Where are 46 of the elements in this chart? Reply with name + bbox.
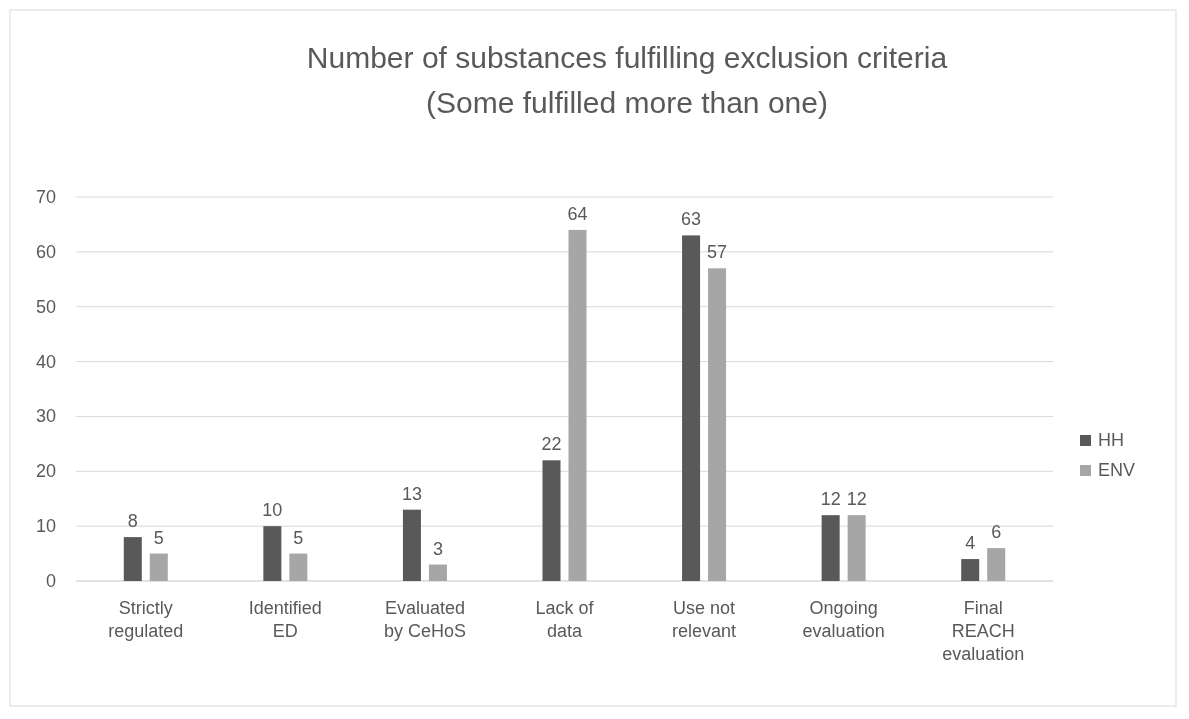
bar bbox=[542, 460, 561, 581]
y-tick-label: 70 bbox=[35, 187, 56, 207]
bar bbox=[568, 229, 587, 581]
chart-title: Number of substances fulfilling exclusion criteria (Some fulfilled more than one) bbox=[306, 41, 948, 119]
x-tick-label: Strictly regulated bbox=[108, 598, 184, 641]
bar bbox=[402, 509, 421, 581]
data-label: 12 bbox=[820, 489, 841, 510]
data-label: 57 bbox=[707, 242, 728, 263]
bar bbox=[821, 515, 840, 581]
x-tick-label: Identified ED bbox=[248, 598, 322, 641]
y-tick-label: 20 bbox=[35, 461, 56, 482]
data-label: 8 bbox=[127, 511, 138, 532]
bar bbox=[428, 564, 447, 581]
x-tick-label: Evaluated by CeHoS bbox=[383, 598, 466, 641]
bar bbox=[123, 537, 142, 581]
legend-label: HH bbox=[1098, 430, 1124, 450]
data-label: 63 bbox=[681, 209, 702, 230]
data-label: 5 bbox=[293, 527, 304, 548]
data-label: 12 bbox=[846, 489, 867, 510]
bar bbox=[961, 559, 980, 581]
y-tick-label: 60 bbox=[35, 241, 56, 262]
bar bbox=[149, 553, 168, 581]
x-tick-label: Use not relevant bbox=[672, 598, 737, 641]
y-tick-label: 10 bbox=[35, 516, 56, 537]
data-label: 3 bbox=[432, 538, 443, 559]
bar bbox=[263, 526, 282, 581]
bar bbox=[847, 515, 866, 581]
bar bbox=[987, 548, 1006, 581]
y-tick-label: 40 bbox=[35, 351, 56, 372]
y-tick-label: 50 bbox=[35, 296, 56, 317]
bar bbox=[682, 235, 701, 581]
bar bbox=[708, 268, 727, 581]
y-tick-label: 30 bbox=[35, 406, 56, 427]
data-label: 64 bbox=[567, 203, 588, 224]
x-tick-label: Final REACH evaluation bbox=[942, 598, 1025, 664]
x-tick-label: Lack of data bbox=[535, 598, 595, 641]
bar bbox=[289, 553, 308, 581]
data-label: 5 bbox=[153, 527, 164, 548]
y-tick-label: 0 bbox=[45, 571, 56, 591]
data-label: 10 bbox=[262, 500, 283, 521]
data-label: 13 bbox=[401, 483, 422, 504]
legend-label: ENV bbox=[1098, 460, 1136, 480]
data-label: 6 bbox=[991, 522, 1002, 543]
data-label: 4 bbox=[965, 533, 976, 554]
x-tick-label: Ongoing evaluation bbox=[802, 598, 885, 641]
data-label: 22 bbox=[541, 434, 562, 455]
